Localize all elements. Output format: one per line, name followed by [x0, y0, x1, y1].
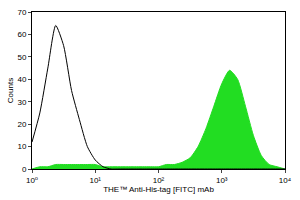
svg-text:10⁴: 10⁴: [279, 176, 292, 185]
svg-text:0: 0: [22, 165, 27, 174]
svg-text:60: 60: [17, 30, 26, 39]
svg-text:10¹: 10¹: [89, 176, 101, 185]
svg-text:70: 70: [17, 8, 26, 17]
svg-text:40: 40: [17, 75, 26, 84]
svg-text:Counts: Counts: [6, 78, 15, 103]
svg-text:10²: 10²: [153, 176, 165, 185]
svg-text:10: 10: [17, 142, 26, 151]
svg-text:THE™ Anti-His-tag [FITC] mAb: THE™ Anti-His-tag [FITC] mAb: [103, 185, 214, 194]
svg-text:30: 30: [17, 98, 26, 107]
svg-text:20: 20: [17, 120, 26, 129]
svg-text:10⁰: 10⁰: [26, 176, 38, 185]
svg-text:10³: 10³: [216, 176, 228, 185]
svg-text:50: 50: [17, 53, 26, 62]
